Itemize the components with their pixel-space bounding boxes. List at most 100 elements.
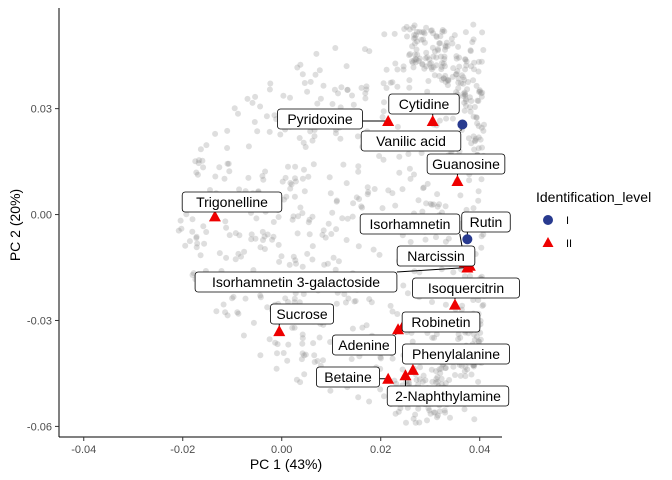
background-point xyxy=(406,77,413,84)
background-point xyxy=(436,40,443,47)
background-point xyxy=(471,104,478,110)
background-point xyxy=(400,66,407,73)
background-point xyxy=(203,229,210,235)
background-point xyxy=(363,83,370,90)
background-point xyxy=(294,230,301,237)
background-point xyxy=(459,302,466,309)
background-point xyxy=(436,408,443,415)
background-point xyxy=(229,295,236,302)
background-point xyxy=(301,352,308,359)
background-point xyxy=(406,165,413,172)
background-point xyxy=(440,60,447,67)
background-point xyxy=(468,140,475,147)
background-point xyxy=(436,73,443,79)
background-point xyxy=(428,66,435,73)
background-point xyxy=(418,36,425,43)
background-point xyxy=(475,197,482,204)
background-point xyxy=(433,54,440,61)
background-point xyxy=(201,240,208,247)
background-point xyxy=(442,203,449,210)
background-point xyxy=(355,243,362,250)
background-point xyxy=(396,169,403,176)
background-point xyxy=(392,202,399,209)
background-point xyxy=(432,409,439,416)
background-point xyxy=(199,157,206,164)
background-point xyxy=(342,299,349,306)
annotation-label: Isorhamnetin xyxy=(370,216,451,232)
background-point xyxy=(281,196,287,203)
background-point xyxy=(419,208,426,215)
background-point xyxy=(433,376,440,382)
background-point xyxy=(287,185,294,192)
background-point xyxy=(329,209,336,216)
background-point xyxy=(413,56,420,63)
background-point xyxy=(306,231,313,238)
background-point xyxy=(400,63,407,70)
background-point xyxy=(439,76,445,83)
background-point xyxy=(424,54,431,61)
background-point xyxy=(177,217,184,224)
background-point xyxy=(461,89,468,96)
background-point xyxy=(376,153,383,159)
background-point xyxy=(434,203,441,210)
background-point xyxy=(478,58,485,65)
background-point xyxy=(189,272,196,278)
background-point xyxy=(425,78,432,84)
x-tick-label: 0.04 xyxy=(469,444,490,456)
background-point xyxy=(456,63,463,70)
background-point xyxy=(441,28,448,35)
background-point xyxy=(299,335,306,342)
background-point xyxy=(458,306,465,313)
background-point xyxy=(278,253,285,260)
background-point xyxy=(471,138,478,145)
background-point xyxy=(433,368,439,375)
background-point xyxy=(297,379,304,386)
background-point xyxy=(444,77,451,84)
background-point xyxy=(407,239,414,245)
background-point xyxy=(473,333,480,340)
background-point xyxy=(473,82,480,89)
x-axis-title: PC 1 (43%) xyxy=(250,456,322,472)
background-point xyxy=(257,294,264,301)
background-point xyxy=(460,74,467,81)
background-point xyxy=(261,246,268,252)
annotation-box xyxy=(426,153,506,175)
background-point xyxy=(340,161,347,168)
background-point xyxy=(383,85,390,91)
background-point xyxy=(437,33,444,40)
background-point xyxy=(320,357,326,364)
background-point xyxy=(469,39,476,46)
background-point xyxy=(449,115,456,122)
background-point xyxy=(186,238,193,245)
background-point xyxy=(470,133,477,140)
background-point xyxy=(365,189,372,196)
background-point xyxy=(298,356,305,363)
background-point xyxy=(326,174,333,181)
background-point xyxy=(475,297,482,304)
background-point xyxy=(421,65,428,72)
background-point xyxy=(406,380,413,387)
background-point xyxy=(420,372,427,379)
background-point xyxy=(439,60,445,66)
background-point xyxy=(406,51,413,57)
background-point xyxy=(235,310,242,317)
background-point xyxy=(343,63,350,70)
background-point xyxy=(270,233,277,240)
background-point xyxy=(363,322,370,329)
background-point xyxy=(271,112,278,119)
background-point xyxy=(377,354,384,361)
annotation-box xyxy=(412,277,520,299)
annotation-box xyxy=(194,271,398,293)
background-point xyxy=(478,233,485,240)
background-point xyxy=(225,160,232,167)
background-point xyxy=(462,96,469,103)
marker-level-i xyxy=(457,119,468,130)
background-point xyxy=(311,133,318,140)
annotation-box xyxy=(396,245,476,267)
background-point xyxy=(479,29,486,36)
background-point xyxy=(428,60,434,67)
background-point xyxy=(304,88,311,95)
background-point xyxy=(477,336,484,343)
background-point xyxy=(409,59,416,66)
background-point xyxy=(253,215,260,222)
